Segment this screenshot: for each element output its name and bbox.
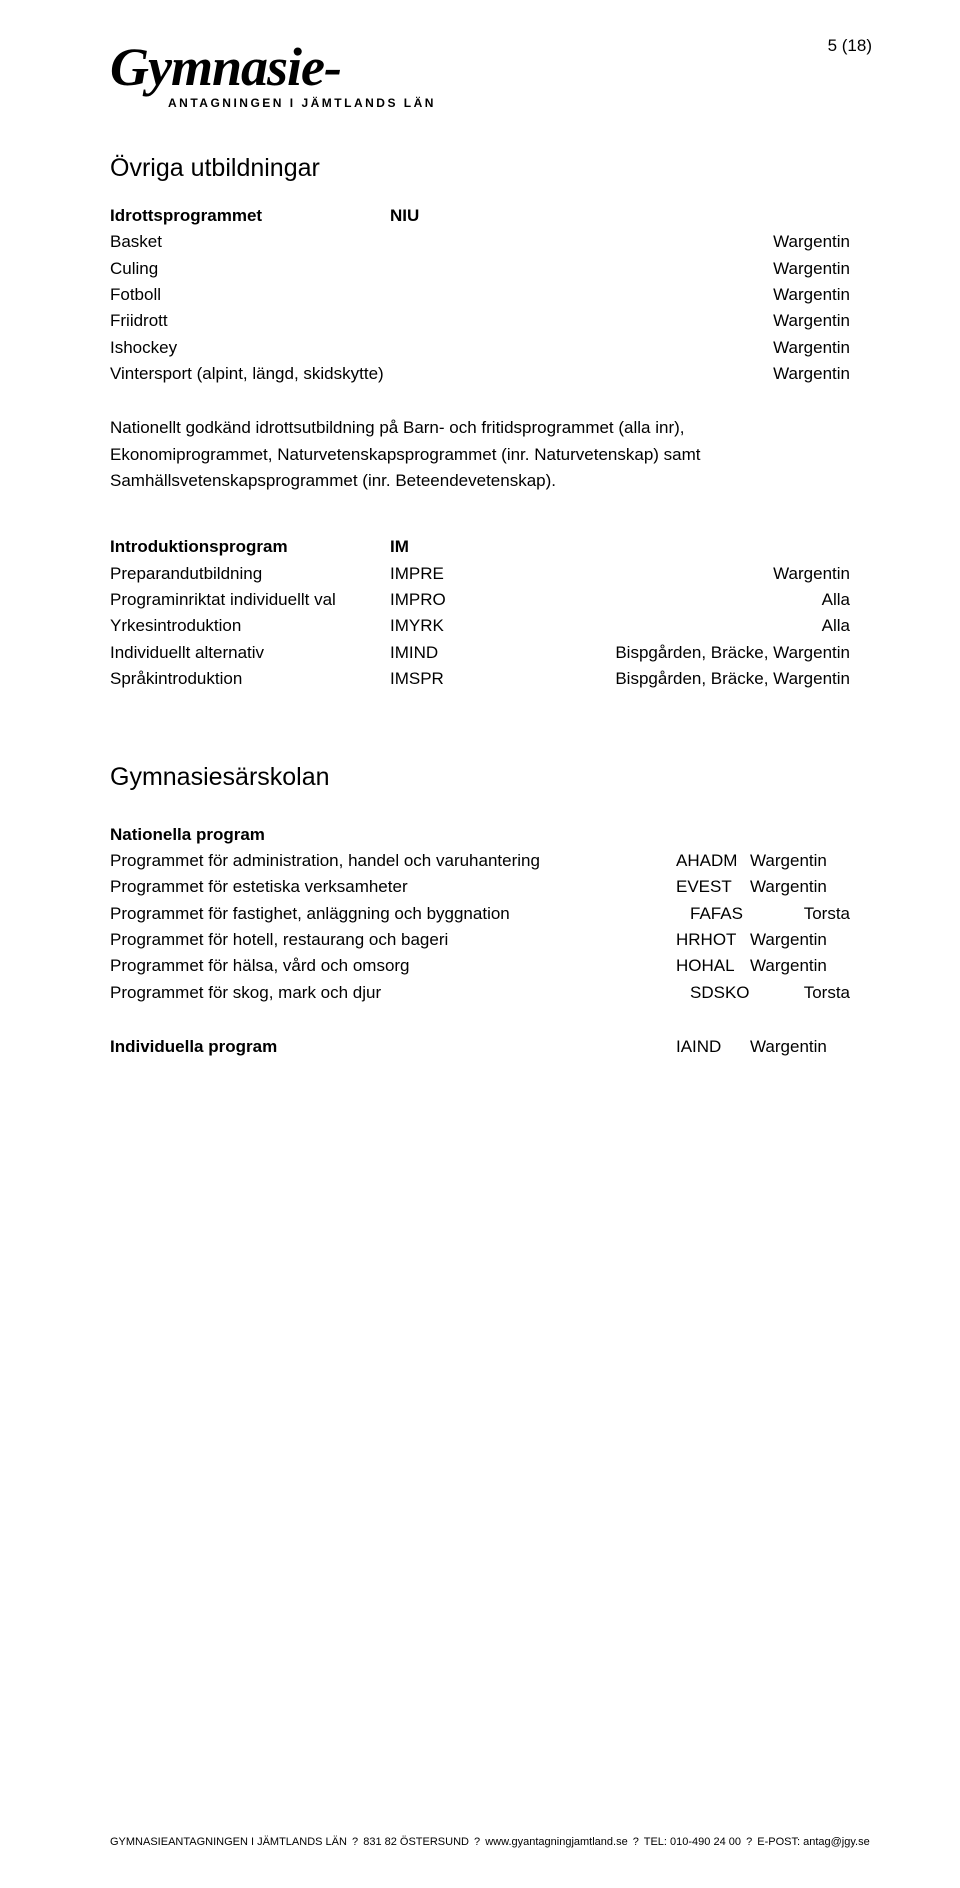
- sarskolan-header: Nationella program: [110, 822, 850, 848]
- intro-label: Individuellt alternativ: [110, 640, 390, 666]
- idrott-label: Culing: [110, 256, 390, 282]
- sarskolan-row: Programmet för hotell, restaurang och ba…: [110, 927, 850, 953]
- idrott-block: Idrottsprogrammet NIU Basket Wargentin C…: [110, 203, 850, 387]
- footer-web: www.gyantagningjamtland.se: [485, 1836, 627, 1848]
- sarskolan-code: EVEST: [670, 874, 750, 900]
- sarskolan-code: SDSKO: [670, 980, 750, 1006]
- sarskolan-code: HRHOT: [670, 927, 750, 953]
- page: 5 (18) Gymnasie- ANTAGNINGEN I JÄMTLANDS…: [0, 0, 960, 1888]
- intro-school: Wargentin: [520, 561, 850, 587]
- idrott-school: Wargentin: [520, 361, 850, 387]
- intro-row: Preparandutbildning IMPRE Wargentin: [110, 561, 850, 587]
- intro-code: IMPRE: [390, 561, 520, 587]
- idrott-school: Wargentin: [520, 282, 850, 308]
- intro-code: IMYRK: [390, 613, 520, 639]
- sarskolan-row: Programmet för hälsa, vård och omsorg HO…: [110, 953, 850, 979]
- intro-row: Yrkesintroduktion IMYRK Alla: [110, 613, 850, 639]
- sarskolan-block: Nationella program Programmet för admini…: [110, 822, 850, 1006]
- sarskolan-school: Wargentin: [750, 874, 850, 900]
- sarskolan-label: Programmet för estetiska verksamheter: [110, 874, 670, 900]
- gymnasiesarskolan-heading: Gymnasiesärskolan: [110, 763, 850, 792]
- idrott-label: Basket: [110, 229, 390, 255]
- idrott-row: Fotboll Wargentin: [110, 282, 850, 308]
- idrott-label: Ishockey: [110, 335, 390, 361]
- intro-block: Introduktionsprogram IM Preparandutbildn…: [110, 534, 850, 692]
- intro-label: Programinriktat individuellt val: [110, 587, 390, 613]
- intro-header-code: IM: [390, 534, 520, 560]
- idrott-label: Friidrott: [110, 308, 390, 334]
- intro-school: Bispgården, Bräcke, Wargentin: [520, 640, 850, 666]
- individuella-block: Individuella program IAIND Wargentin: [110, 1034, 850, 1060]
- idrott-school: Wargentin: [520, 335, 850, 361]
- intro-label: Preparandutbildning: [110, 561, 390, 587]
- intro-code: IMPRO: [390, 587, 520, 613]
- ovriga-utbildningar-heading: Övriga utbildningar: [110, 154, 850, 183]
- footer-sep-icon: ?: [474, 1836, 480, 1848]
- intro-code: IMSPR: [390, 666, 520, 692]
- intro-code: IMIND: [390, 640, 520, 666]
- sarskolan-label: Programmet för skog, mark och djur: [110, 980, 670, 1006]
- idrott-label: Vintersport (alpint, längd, skidskytte): [110, 361, 520, 387]
- footer-sep-icon: ?: [352, 1836, 358, 1848]
- idrott-header-row: Idrottsprogrammet NIU: [110, 203, 850, 229]
- idrott-school: Wargentin: [520, 308, 850, 334]
- nationellt-paragraph: Nationellt godkänd idrottsutbildning på …: [110, 415, 850, 494]
- idrott-school: Wargentin: [520, 256, 850, 282]
- idrott-row: Basket Wargentin: [110, 229, 850, 255]
- sarskolan-row: Programmet för skog, mark och djur SDSKO…: [110, 980, 850, 1006]
- sarskolan-header-label: Nationella program: [110, 822, 390, 848]
- sarskolan-code: HOHAL: [670, 953, 750, 979]
- logo: Gymnasie- ANTAGNINGEN I JÄMTLANDS LÄN: [110, 40, 850, 110]
- individuella-code: IAIND: [670, 1034, 750, 1060]
- individuella-row: Individuella program IAIND Wargentin: [110, 1034, 850, 1060]
- sarskolan-school: Wargentin: [750, 848, 850, 874]
- logo-title: Gymnasie-: [110, 40, 850, 94]
- page-number: 5 (18): [828, 36, 872, 56]
- sarskolan-school: Torsta: [750, 901, 850, 927]
- footer-sep-icon: ?: [633, 1836, 639, 1848]
- idrott-school: Wargentin: [520, 229, 850, 255]
- footer-tel: TEL: 010-490 24 00: [644, 1836, 741, 1848]
- idrott-row: Friidrott Wargentin: [110, 308, 850, 334]
- footer-email: E-POST: antag@jgy.se: [757, 1836, 869, 1848]
- intro-label: Språkintroduktion: [110, 666, 390, 692]
- intro-school: Alla: [520, 613, 850, 639]
- intro-school: Alla: [520, 587, 850, 613]
- individuella-label: Individuella program: [110, 1034, 670, 1060]
- idrott-header-label: Idrottsprogrammet: [110, 203, 390, 229]
- idrott-row: Ishockey Wargentin: [110, 335, 850, 361]
- footer-addr: 831 82 ÖSTERSUND: [363, 1836, 469, 1848]
- footer: GYMNASIEANTAGNINGEN I JÄMTLANDS LÄN ? 83…: [110, 1836, 872, 1848]
- intro-row: Individuellt alternativ IMIND Bispgården…: [110, 640, 850, 666]
- idrott-row: Vintersport (alpint, längd, skidskytte) …: [110, 361, 850, 387]
- intro-header-label: Introduktionsprogram: [110, 534, 390, 560]
- sarskolan-label: Programmet för hälsa, vård och omsorg: [110, 953, 670, 979]
- sarskolan-label: Programmet för administration, handel oc…: [110, 848, 670, 874]
- sarskolan-label: Programmet för fastighet, anläggning och…: [110, 901, 670, 927]
- sarskolan-row: Programmet för estetiska verksamheter EV…: [110, 874, 850, 900]
- footer-org: GYMNASIEANTAGNINGEN I JÄMTLANDS LÄN: [110, 1836, 347, 1848]
- individuella-school: Wargentin: [750, 1034, 850, 1060]
- sarskolan-school: Wargentin: [750, 927, 850, 953]
- sarskolan-school: Wargentin: [750, 953, 850, 979]
- sarskolan-code: AHADM: [670, 848, 750, 874]
- sarskolan-row: Programmet för administration, handel oc…: [110, 848, 850, 874]
- sarskolan-row: Programmet för fastighet, anläggning och…: [110, 901, 850, 927]
- intro-school: Bispgården, Bräcke, Wargentin: [520, 666, 850, 692]
- logo-subtitle: ANTAGNINGEN I JÄMTLANDS LÄN: [110, 96, 850, 110]
- sarskolan-label: Programmet för hotell, restaurang och ba…: [110, 927, 670, 953]
- intro-label: Yrkesintroduktion: [110, 613, 390, 639]
- idrott-label: Fotboll: [110, 282, 390, 308]
- footer-sep-icon: ?: [746, 1836, 752, 1848]
- intro-header-row: Introduktionsprogram IM: [110, 534, 850, 560]
- intro-row: Programinriktat individuellt val IMPRO A…: [110, 587, 850, 613]
- sarskolan-school: Torsta: [750, 980, 850, 1006]
- intro-row: Språkintroduktion IMSPR Bispgården, Bräc…: [110, 666, 850, 692]
- idrott-header-code: NIU: [390, 203, 520, 229]
- sarskolan-code: FAFAS: [670, 901, 750, 927]
- idrott-row: Culing Wargentin: [110, 256, 850, 282]
